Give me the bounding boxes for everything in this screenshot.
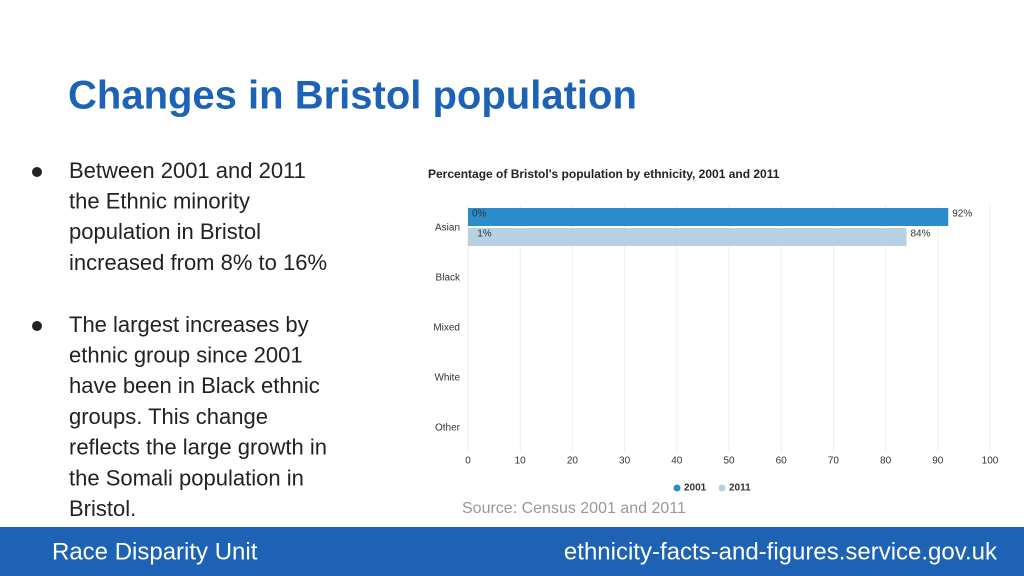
bullet-line: Bristol.	[69, 496, 136, 521]
bullet-dot	[32, 321, 42, 331]
y-tick-label: Other	[435, 423, 461, 434]
bullet-line: reflects the large growth in	[69, 435, 327, 460]
legend-label: 2001	[684, 483, 707, 494]
value-label: 84%	[910, 229, 930, 240]
bullet-dot	[32, 167, 42, 177]
x-tick-label: 10	[515, 456, 527, 467]
bullet-line: population in Bristol	[69, 219, 261, 244]
legend-swatch	[673, 484, 681, 492]
x-tick-label: 100	[982, 456, 999, 467]
x-tick-label: 0	[465, 456, 471, 467]
x-tick-label: 50	[723, 456, 735, 467]
y-tick-label: Mixed	[433, 323, 460, 334]
bullet-line: the Ethnic minority	[69, 189, 250, 214]
bullet-line: have been in Black ethnic	[69, 373, 320, 398]
bullet-line: Between 2001 and 2011	[69, 158, 306, 183]
bullet-line: the Somali population in	[69, 465, 304, 490]
y-tick-label: Asian	[435, 223, 460, 234]
value-label: 0%	[472, 209, 487, 220]
bullet-line: groups. This change	[69, 404, 268, 429]
bullet-line: ethnic group since 2001	[69, 343, 303, 368]
bullet-line: The largest increases by	[69, 312, 309, 337]
x-tick-label: 20	[567, 456, 579, 467]
source: Source: Census 2001 and 2011	[462, 500, 686, 517]
x-tick-label: 40	[671, 456, 683, 467]
x-tick-label: 70	[828, 456, 840, 467]
footer-bar	[0, 527, 1024, 576]
slide-title: Changes in Bristol population	[68, 74, 637, 118]
value-label: 1%	[477, 229, 492, 240]
bar	[468, 228, 907, 246]
legend-label: 2011	[729, 483, 751, 494]
x-tick-label: 30	[619, 456, 631, 467]
bar	[468, 228, 474, 246]
legend-swatch	[718, 484, 726, 492]
chart-title: Percentage of Bristol's population by et…	[428, 167, 780, 181]
x-tick-label: 60	[776, 456, 788, 467]
footer-left: Race Disparity Unit	[52, 538, 258, 565]
x-tick-label: 80	[880, 456, 892, 467]
y-tick-label: White	[434, 373, 460, 384]
bullet-line: increased from 8% to 16%	[69, 250, 327, 275]
value-label: 92%	[952, 209, 972, 220]
bar	[468, 208, 949, 226]
x-tick-label: 90	[932, 456, 944, 467]
y-tick-label: Black	[436, 273, 461, 284]
footer-right: ethnicity-facts-and-figures.service.gov.…	[564, 538, 998, 565]
